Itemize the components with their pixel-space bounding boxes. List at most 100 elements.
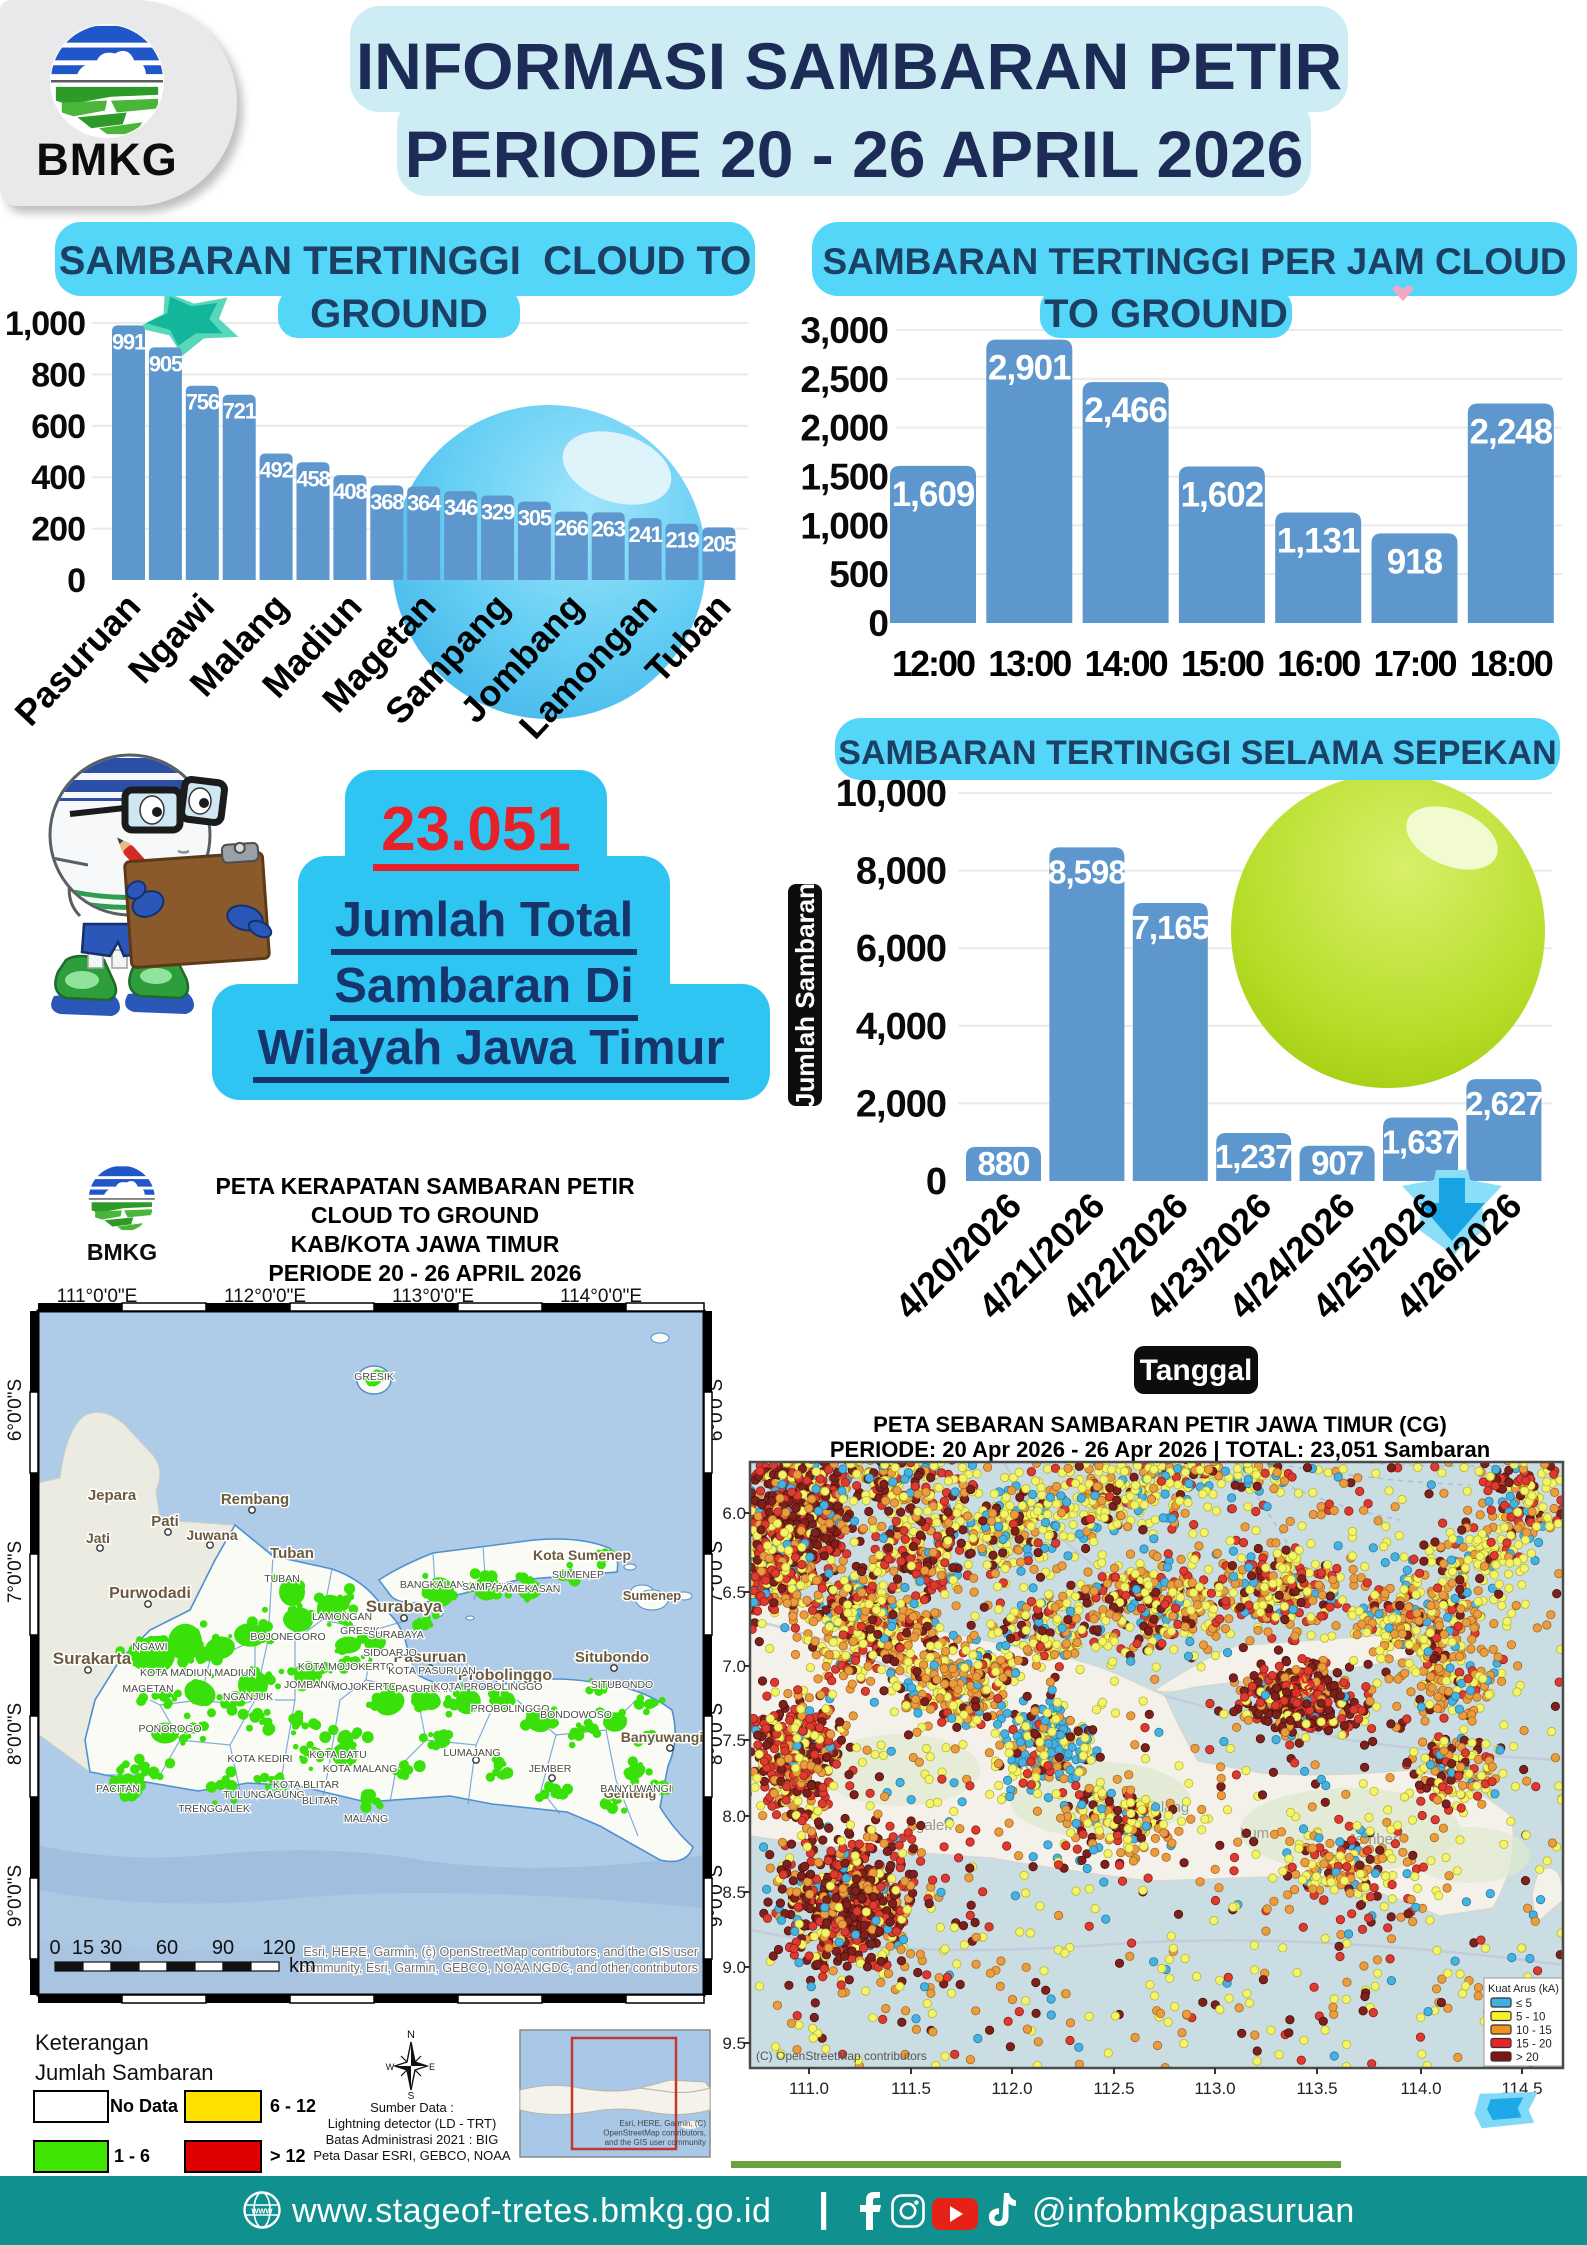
map-district-label: SURABAYA [368,1629,424,1641]
map-district-label: KOTA MOJOKERTO [298,1661,394,1673]
bar-value-label: 880 [977,1145,1029,1182]
bar [112,325,145,580]
map-place-label: Tuban [270,1545,314,1562]
bar-value-label: 2,901 [988,349,1071,388]
y-tick-label: 2,500 [800,359,888,400]
x-category-label: 16:00 [1277,643,1360,684]
map-district-label: BANGKALAN [400,1579,464,1591]
legend-swatch-red [184,2140,262,2173]
map-district-label: TULUNGAGUNG [223,1789,305,1801]
section1-title-line1: SAMBARAN TERTINGGI CLOUD TO [58,239,752,283]
bar [1049,847,1125,1181]
y-tick-label: 0 [926,1161,946,1203]
map-district-label: LUMAJANG [443,1747,500,1759]
instagram-icon[interactable] [891,2194,925,2228]
map-district-label: PROBOLINGGO [471,1703,550,1715]
scatter-legend-label: 15 - 20 [1516,2039,1552,2051]
strike-density-dots [109,1369,673,1814]
y-tick-label: 1,000 [5,305,85,343]
bar [148,347,182,580]
map-district-label: KOTA KEDIRI [227,1753,292,1765]
bar [1466,1079,1542,1181]
y-tick-label: 2,000 [856,1083,946,1125]
bar [1299,1145,1375,1181]
scatter-map-title-line2: PERIODE: 20 Apr 2026 - 26 Apr 2026 | TOT… [829,1437,1491,1462]
map-district-label: SAMPANG [462,1581,514,1593]
legend-swatch-yellow [184,2090,262,2123]
legend-label-yellow: 6 - 12 [270,2096,317,2116]
density-map-logo-text: BMKG [87,1239,157,1265]
x-category-label: 12:00 [892,643,975,684]
scatter-map-content: galekMalangLumJemberKediri(C) OpenStreet… [750,1462,1563,2068]
bar-value-label: 458 [296,466,330,491]
legend-label-green: 1 - 6 [114,2146,151,2166]
map-district-label: KOTA PROBOLINGGO [434,1681,543,1693]
footer-social-handle[interactable]: @infobmkgpasuruan [1032,2192,1355,2230]
density-map-title: PETA KERAPATAN SAMBARAN PETIR CLOUD TO GR… [215,1172,635,1288]
x-category-label: 13:00 [988,643,1071,684]
y-tick-label: 1,000 [800,505,888,546]
scatter-y-tick: 8.0 [722,1807,746,1826]
footer-bar [0,2176,1587,2245]
svg-text:km: km [289,1955,316,1977]
bar-value-label: 1,602 [1181,476,1264,515]
svg-text:30: 30 [100,1937,122,1959]
bar-value-label: 408 [333,479,367,504]
scatter-map-title: PETA SEBARAN SAMBARAN PETIR JAWA TIMUR (… [755,1412,1565,1462]
bar-value-label: 1,237 [1215,1138,1293,1175]
density-map-title-line: CLOUD TO GROUND [310,1202,540,1228]
map-place-label: Surakarta [53,1649,132,1668]
y-tick-label: 6,000 [856,928,946,970]
legend-title1: Keterangan [35,2030,149,2055]
map-district-label: BONDOWOSO [540,1709,612,1721]
map-district-label: SITUBONDO [591,1679,653,1691]
bar [481,495,514,580]
chart-highest-strikes-per-hour: 0 500 1,000 1,500 2,000 2,500 3,000 1,609 12:00 2… [800,310,1562,684]
map-district-label: GRESIK [354,1371,394,1383]
strike-dots [750,1462,1563,2068]
facebook-icon[interactable] [856,2192,882,2230]
bar-value-label: 7,165 [1132,909,1210,946]
svg-text:E: E [429,2062,435,2072]
map-place-label: Pasuruan [394,1649,467,1666]
flag-decoration-icon [1474,2092,1538,2129]
bar [1371,533,1458,623]
bar-value-label: 1,637 [1382,1123,1460,1160]
youtube-icon[interactable] [932,2198,978,2230]
bar-value-label: 2,627 [1465,1085,1543,1122]
scatter-legend-label: > 20 [1516,2052,1539,2064]
bar-value-label: 907 [1311,1144,1363,1181]
map-place-label: galek [916,1817,952,1834]
map-district-label: MAGETAN [122,1683,173,1695]
footer-website-link[interactable]: www.stageof-tretes.bmkg.go.id [292,2192,772,2230]
data-source-line: Lightning detector (LD - TRT) [327,2116,497,2131]
bar-value-label: 263 [592,516,626,541]
map-x-tick: 111°0'0"E [57,1286,138,1307]
footer-green-divider [731,2161,1341,2168]
density-map-content: Jepara Pati Juwana Jati Rembang Purwodadi Sura… [38,1311,704,1995]
section2-title-line2: TO GROUND [1044,292,1288,336]
section2-banner-bg [812,222,1577,296]
map-district-label: BLITAR [302,1795,338,1807]
map-attribution: Esri, HERE, Garmin, (c) OpenStreetMap co… [303,1945,698,1959]
bar [628,518,662,580]
bar-value-label: 1,131 [1277,522,1360,561]
svg-text:W: W [386,2062,395,2072]
total-label-line1: Jumlah Total [298,892,670,955]
scatter-y-tick: 7.0 [722,1657,746,1676]
scatter-y-tick: 6.0 [722,1504,746,1523]
main-title-bg-2 [397,96,1311,196]
bar [185,385,219,580]
inset-attribution: Esri, HERE, Garmin, (C) [619,2119,706,2128]
map-y-tick: 8°0'0"S [5,1703,26,1765]
map-y-tick: 9°0'0"S [5,1865,26,1927]
tiktok-icon[interactable] [986,2192,1016,2230]
map-x-tick: 112°0'0"E [224,1286,306,1307]
map-district-label: NGANJUK [223,1691,273,1703]
map-y-tick: 7°0'0"S [5,1541,26,1603]
x-category-label: 15:00 [1181,643,1264,684]
main-title-line1: INFORMASI SAMBARAN PETIR [355,29,1343,103]
y-tick-label: 0 [67,562,85,600]
map-district-label: KOTA MALANG [323,1763,398,1775]
